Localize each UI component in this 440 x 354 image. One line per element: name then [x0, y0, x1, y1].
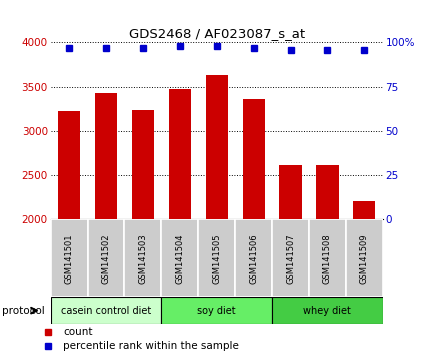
Bar — [58, 110, 80, 219]
Bar — [205, 75, 228, 219]
Title: GDS2468 / AF023087_s_at: GDS2468 / AF023087_s_at — [128, 27, 305, 40]
Text: GSM141506: GSM141506 — [249, 233, 258, 284]
Bar — [132, 110, 154, 219]
Bar — [198, 219, 235, 297]
Bar — [95, 93, 117, 219]
Text: GSM141504: GSM141504 — [175, 233, 184, 284]
Text: GSM141501: GSM141501 — [65, 233, 73, 284]
Text: GSM141505: GSM141505 — [212, 233, 221, 284]
Bar — [242, 99, 265, 219]
Bar — [353, 201, 375, 219]
Text: GSM141502: GSM141502 — [102, 233, 110, 284]
Text: GSM141503: GSM141503 — [138, 233, 147, 284]
Text: GSM141507: GSM141507 — [286, 233, 295, 284]
Bar — [346, 219, 383, 297]
Bar — [51, 219, 88, 297]
Bar — [51, 297, 161, 324]
Text: casein control diet: casein control diet — [61, 306, 151, 316]
Text: whey diet: whey diet — [304, 306, 352, 316]
Bar — [279, 166, 301, 219]
Bar — [125, 219, 161, 297]
Bar — [88, 219, 125, 297]
Bar — [161, 219, 198, 297]
Text: protocol: protocol — [2, 306, 45, 316]
Text: soy diet: soy diet — [198, 306, 236, 316]
Text: GSM141509: GSM141509 — [360, 233, 369, 284]
Bar — [272, 297, 383, 324]
Bar — [316, 166, 338, 219]
Bar — [161, 297, 272, 324]
Bar — [272, 219, 309, 297]
Bar — [235, 219, 272, 297]
Bar — [309, 219, 346, 297]
Text: percentile rank within the sample: percentile rank within the sample — [63, 341, 239, 350]
Text: count: count — [63, 327, 93, 337]
Text: GSM141508: GSM141508 — [323, 233, 332, 284]
Bar — [169, 88, 191, 219]
